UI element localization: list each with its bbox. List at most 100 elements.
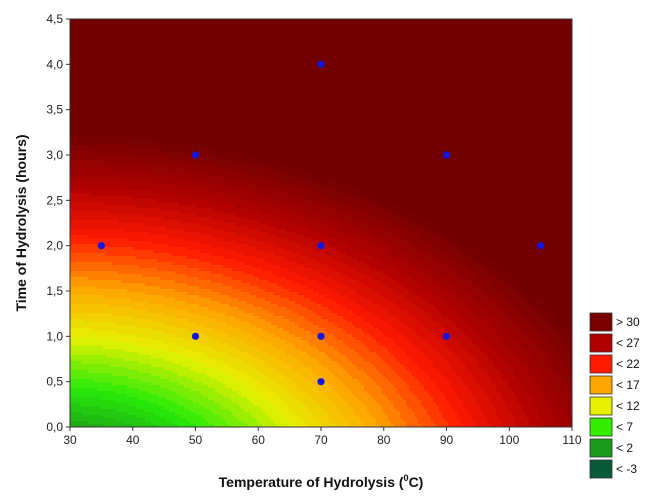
contour-cell (73, 313, 77, 317)
contour-cell (103, 19, 107, 23)
contour-cell (118, 103, 122, 107)
contour-cell (121, 391, 125, 395)
contour-cell (91, 334, 95, 338)
contour-cell (160, 394, 164, 398)
contour-cell (157, 259, 161, 263)
contour-cell (160, 373, 164, 377)
contour-cell (82, 214, 86, 218)
contour-cell (139, 154, 143, 158)
contour-cell (94, 235, 98, 239)
contour-cell (127, 133, 131, 137)
contour-cell (124, 316, 128, 320)
contour-cell (97, 268, 101, 272)
contour-cell (118, 136, 122, 140)
contour-cell (139, 193, 143, 197)
contour-cell (172, 229, 176, 233)
contour-cell (172, 106, 176, 110)
contour-cell (130, 172, 134, 176)
contour-cell (106, 190, 110, 194)
contour-cell (109, 76, 113, 80)
contour-cell (118, 175, 122, 179)
contour-cell (139, 100, 143, 104)
contour-cell (160, 256, 164, 260)
contour-cell (148, 304, 152, 308)
contour-cell (130, 403, 134, 407)
contour-cell (124, 190, 128, 194)
contour-cell (115, 286, 119, 290)
contour-cell (115, 274, 119, 278)
contour-cell (121, 346, 125, 350)
contour-cell (172, 124, 176, 128)
contour-cell (70, 367, 74, 371)
contour-cell (82, 415, 86, 419)
contour-cell (76, 334, 80, 338)
contour-cell (169, 142, 173, 146)
contour-cell (94, 307, 98, 311)
contour-cell (154, 328, 158, 332)
contour-cell (154, 220, 158, 224)
contour-cell (172, 145, 176, 149)
contour-cell (91, 193, 95, 197)
contour-cell (145, 316, 149, 320)
contour-cell (133, 301, 137, 305)
contour-cell (133, 274, 137, 278)
contour-cell (91, 205, 95, 209)
contour-cell (154, 388, 158, 392)
contour-cell (79, 205, 83, 209)
contour-cell (148, 25, 152, 29)
contour-cell (175, 421, 179, 425)
contour-cell (85, 181, 89, 185)
contour-cell (130, 76, 134, 80)
contour-cell (130, 229, 134, 233)
contour-cell (139, 46, 143, 50)
contour-cell (139, 328, 143, 332)
contour-cell (151, 298, 155, 302)
contour-cell (106, 361, 110, 365)
contour-cell (130, 322, 134, 326)
contour-cell (178, 304, 182, 308)
contour-cell (73, 241, 77, 245)
contour-cell (163, 61, 167, 65)
contour-cell (136, 409, 140, 413)
contour-cell (160, 139, 164, 143)
contour-cell (118, 34, 122, 38)
contour-cell (148, 337, 152, 341)
contour-cell (76, 406, 80, 410)
contour-cell (91, 133, 95, 137)
contour-cell (91, 304, 95, 308)
contour-cell (169, 169, 173, 173)
contour-cell (109, 268, 113, 272)
contour-cell (169, 235, 173, 239)
contour-cell (142, 325, 146, 329)
contour-cell (157, 160, 161, 164)
contour-cell (82, 274, 86, 278)
contour-cell (70, 343, 74, 347)
contour-cell (97, 106, 101, 110)
contour-cell (100, 187, 104, 191)
contour-cell (163, 115, 167, 119)
contour-cell (178, 124, 182, 128)
contour-cell (151, 49, 155, 53)
contour-cell (91, 355, 95, 359)
contour-cell (118, 379, 122, 383)
contour-cell (100, 268, 104, 272)
contour-cell (106, 424, 110, 427)
contour-cell (151, 250, 155, 254)
contour-cell (85, 121, 89, 125)
contour-cell (100, 220, 104, 224)
contour-cell (166, 382, 170, 386)
contour-cell (70, 22, 74, 26)
contour-cell (160, 409, 164, 413)
contour-cell (154, 415, 158, 419)
contour-cell (130, 262, 134, 266)
contour-cell (172, 46, 176, 50)
contour-cell (97, 46, 101, 50)
contour-cell (133, 259, 137, 263)
contour-cell (160, 241, 164, 245)
contour-cell (169, 208, 173, 212)
contour-cell (106, 265, 110, 269)
contour-cell (97, 322, 101, 326)
contour-cell (163, 403, 167, 407)
contour-cell (85, 43, 89, 47)
contour-cell (70, 250, 74, 254)
